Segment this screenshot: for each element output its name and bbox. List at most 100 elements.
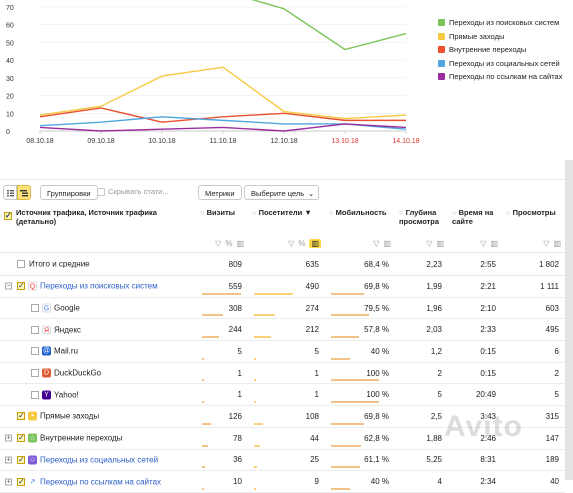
cell-visits: 1 (196, 362, 248, 385)
filter-icon[interactable]: ▽ (426, 238, 433, 248)
metrics-button[interactable]: Метрики (198, 185, 242, 200)
cell-time: 20:49 (448, 383, 502, 407)
y-tick-label: 0 (6, 129, 10, 136)
cell-views: 1 111 (502, 275, 565, 298)
source-column-header[interactable]: ✓ Источник трафика, Источник трафика (де… (0, 203, 196, 234)
table-row[interactable]: G Google 308 274 79,5 % 1,96 2:10 603 (0, 297, 565, 320)
list-view-icon[interactable] (3, 185, 17, 200)
legend-item[interactable]: Прямые заходы (438, 30, 562, 44)
time-value: 2:34 (480, 477, 496, 487)
row-label[interactable]: Переходы из социальных сетей (40, 455, 159, 465)
collapse-icon[interactable]: − (5, 282, 12, 290)
legend-label: Переходы из социальных сетей (449, 58, 560, 68)
bars-icon[interactable]: ▥ (383, 238, 391, 248)
time-value: 2:33 (480, 325, 496, 335)
filter-icon[interactable]: ▽ (373, 238, 380, 248)
legend-item[interactable]: Переходы по ссылкам на сайтах (438, 70, 562, 84)
table-row[interactable]: Я Яндекс 244 212 57,8 % 2,03 2:33 495 (0, 318, 565, 342)
row-checkbox[interactable] (31, 369, 39, 378)
goal-select[interactable]: Выберите цель ⌄ (244, 185, 320, 200)
tree-view-icon[interactable] (17, 185, 31, 200)
row-checkbox[interactable] (31, 390, 39, 399)
row-label[interactable]: Переходы по ссылкам на сайтах (40, 477, 162, 487)
hide-stats-checkbox[interactable] (97, 188, 105, 196)
bars-icon[interactable]: ▥ (309, 238, 321, 248)
mobility-value: 40 % (370, 346, 389, 356)
row-label: Google (54, 303, 80, 313)
row-checkbox[interactable]: ✓ (17, 411, 25, 421)
views-value: 2 (554, 368, 559, 378)
expand-icon[interactable]: + (5, 434, 12, 442)
bars-icon[interactable]: ▥ (490, 238, 498, 248)
bars-icon[interactable]: ▥ (436, 238, 444, 248)
cell-mobility: 100 % (325, 383, 395, 407)
visits-column-header[interactable]: ○ Визиты (200, 208, 236, 217)
scrollbar[interactable] (565, 160, 573, 480)
row-checkbox[interactable]: ✓ (17, 281, 25, 291)
visits-header-label: Визиты (206, 208, 236, 217)
cell-visits: 559 (196, 275, 248, 298)
filter-icon[interactable]: ▽ (288, 238, 295, 248)
value-bar (202, 466, 205, 469)
row-checkbox[interactable]: ✓ (17, 433, 25, 443)
table-row[interactable]: + ✓ ☺ Переходы из социальных сетей 36 25 61,1 … (0, 449, 565, 472)
percent-icon[interactable]: % (225, 238, 233, 248)
cell-mobility: 69,8 % (325, 405, 395, 428)
filter-icon[interactable]: ▽ (480, 238, 487, 248)
legend-item[interactable]: Внутренние переходы (438, 43, 562, 57)
legend-label: Прямые заходы (449, 31, 505, 41)
time-column-header[interactable]: ○ Время на сайте (452, 208, 494, 226)
cell-depth: 5,25 (395, 449, 448, 472)
mobility-value: 69,8 % (364, 411, 389, 421)
table-row[interactable]: − ✓ Q Переходы из поисковых систем 559 490 69,… (0, 275, 565, 298)
legend-item[interactable]: Переходы из социальных сетей (438, 57, 562, 71)
report-table: ✓ Источник трафика, Источник трафика (де… (0, 203, 565, 493)
expand-icon[interactable]: + (5, 478, 12, 486)
expand-icon[interactable]: + (5, 456, 12, 464)
views-column-header[interactable]: ○ Просмотры (506, 208, 556, 217)
total-views: 1 802 (502, 252, 565, 276)
row-checkbox[interactable] (31, 347, 39, 356)
percent-icon[interactable]: % (298, 238, 306, 248)
table-row[interactable]: Y Yahoo! 1 1 100 % 5 20:49 5 (0, 383, 565, 407)
chart-legend: Переходы из поисковых систем Прямые захо… (438, 16, 562, 84)
time-value: 0:15 (480, 368, 496, 378)
row-checkbox[interactable] (31, 304, 39, 313)
cell-visitors: 44 (248, 427, 325, 450)
row-checkbox[interactable]: ✓ (17, 454, 25, 464)
visitors-header-label: Посетители (258, 208, 303, 217)
table-row[interactable]: + ✓ ⌂ Внутренние переходы 78 44 62,8 % 1,88 2:46… (0, 427, 565, 450)
table-row[interactable]: D DuckDuckGo 1 1 100 % 2 0:15 2 (0, 362, 565, 385)
cell-visitors: 1 (248, 383, 325, 407)
row-checkbox[interactable] (17, 260, 25, 268)
x-tick-label: 14.10.18 (392, 138, 419, 145)
value-bar (202, 379, 204, 382)
groupings-button[interactable]: Группировки (40, 185, 98, 200)
source-icon: @ (42, 346, 51, 356)
visits-value: 244 (228, 325, 242, 335)
row-label[interactable]: Переходы из поисковых систем (40, 281, 158, 291)
depth-column-header[interactable]: ○ Глубина просмотра (399, 208, 440, 226)
bars-icon[interactable]: ▥ (236, 238, 244, 248)
cell-views: 495 (502, 318, 565, 342)
depth-value: 4 (437, 477, 442, 487)
goal-select-label: Выберите цель (251, 189, 305, 198)
row-checkbox[interactable]: ✓ (17, 476, 25, 486)
mobility-column-header[interactable]: ○ Мобильность (329, 208, 387, 217)
visitors-column-header[interactable]: ○ Посетители ▼ (252, 208, 312, 217)
mobility-header-label: Мобильность (335, 208, 387, 217)
row-checkbox[interactable] (31, 325, 39, 334)
views-value: 189 (545, 455, 559, 465)
table-row[interactable]: @ Mail.ru 5 5 40 % 1,2 0:15 6 (0, 340, 565, 363)
table-row[interactable]: ✓ ▪ Прямые заходы 126 108 69,8 % 2,5 3:43 315 (0, 405, 565, 428)
bars-icon[interactable]: ▥ (553, 238, 561, 248)
filter-icon[interactable]: ▽ (215, 238, 222, 248)
filter-icon[interactable]: ▽ (543, 238, 550, 248)
series-line (251, 0, 407, 51)
x-tick-label: 10.10.18 (148, 138, 175, 145)
legend-item[interactable]: Переходы из поисковых систем (438, 16, 562, 30)
series-line (39, 107, 406, 123)
table-row[interactable]: + ✓ ↗ Переходы по ссылкам на сайтах 10 9 40 % 4… (0, 470, 565, 493)
select-all-checkbox[interactable]: ✓ (4, 211, 12, 220)
views-header-label: Просмотры (512, 208, 556, 217)
